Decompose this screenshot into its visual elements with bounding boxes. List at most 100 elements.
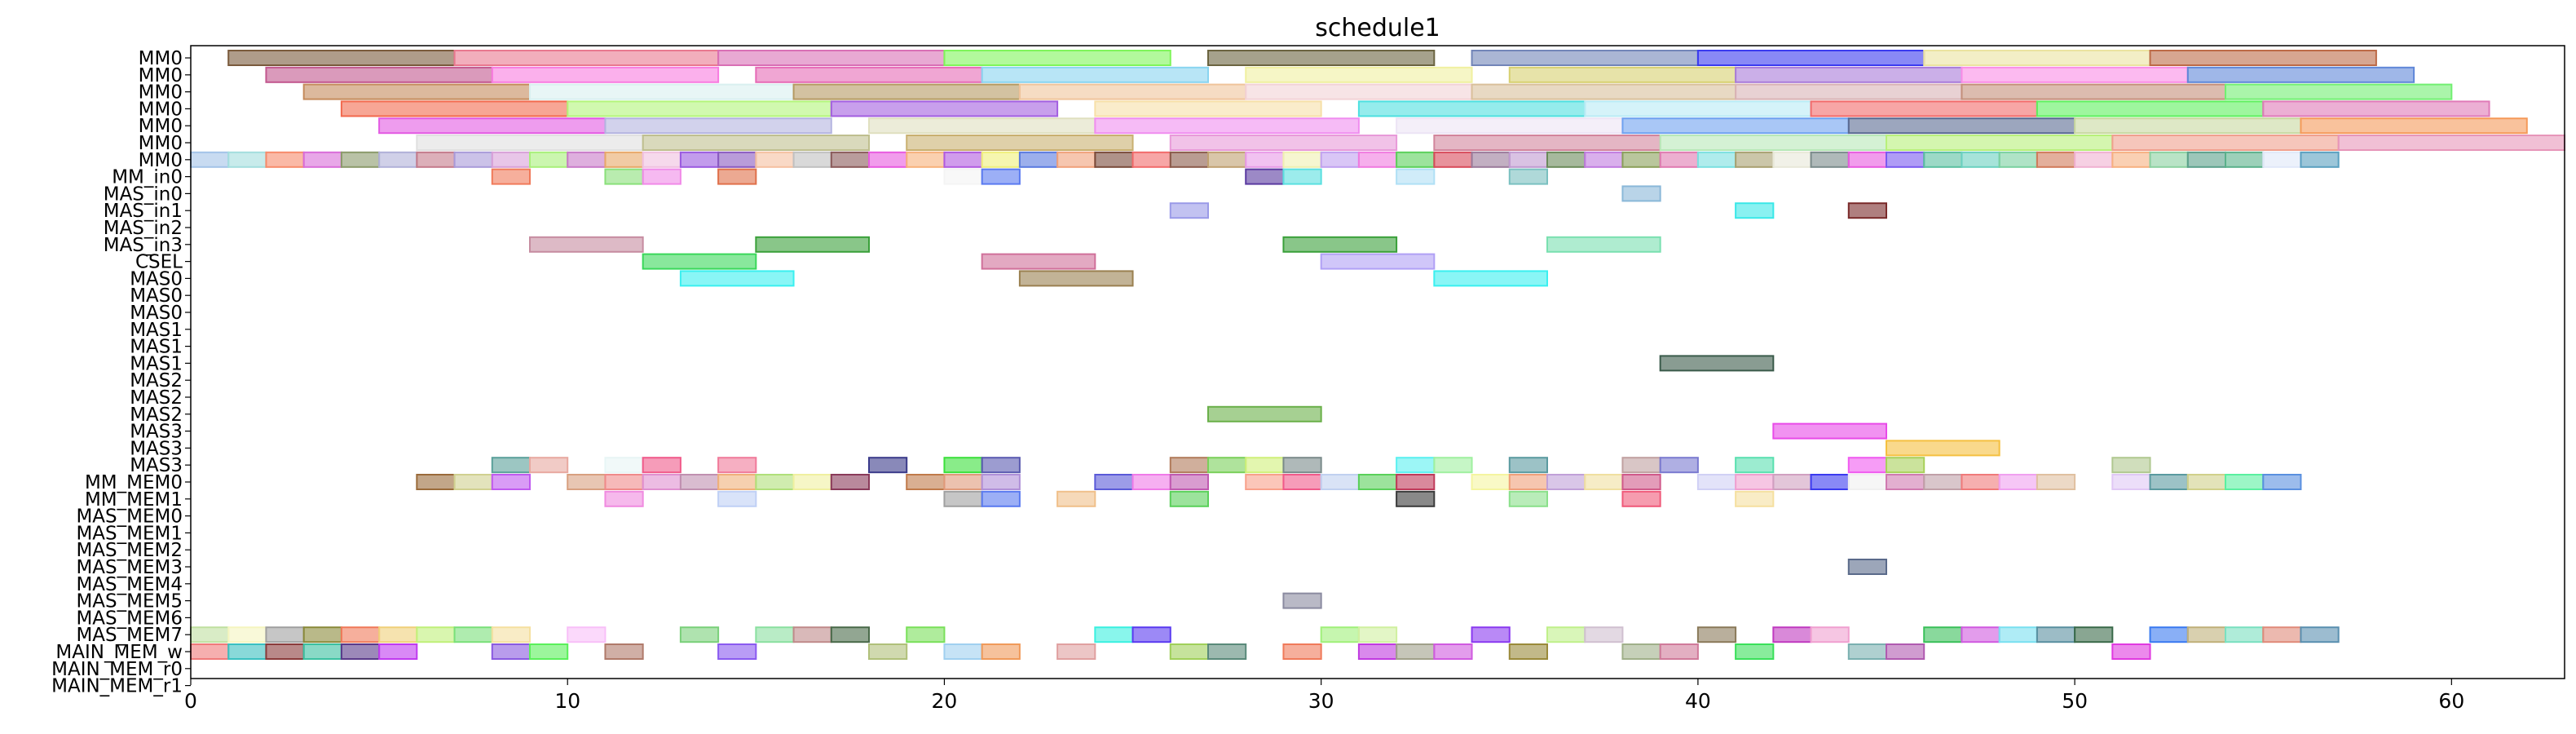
task-bar bbox=[679, 626, 720, 643]
task-bar bbox=[2186, 151, 2227, 168]
y-axis: MM0MM0MM0MM0MM0MM0MM0MM_in0MAS_in0MAS_in… bbox=[51, 48, 191, 697]
task-bar bbox=[755, 474, 795, 490]
task-bar bbox=[906, 151, 946, 168]
task-bar bbox=[340, 100, 569, 117]
task-bar bbox=[1546, 236, 1661, 253]
task-bar bbox=[1847, 457, 1888, 474]
task-bar bbox=[755, 626, 795, 643]
y-tick-label: MAS2 bbox=[130, 387, 183, 409]
task-bar bbox=[1282, 592, 1322, 609]
task-bar bbox=[906, 135, 1134, 151]
task-bar bbox=[1696, 474, 1737, 490]
task-bar bbox=[1471, 626, 1511, 643]
task-bar bbox=[340, 643, 381, 660]
task-bar bbox=[1847, 474, 1888, 490]
y-tick-label: MAS_MEM1 bbox=[76, 523, 183, 544]
task-bar bbox=[1810, 626, 1850, 643]
task-bar bbox=[1772, 151, 1812, 168]
task-bar bbox=[906, 626, 946, 643]
task-bar bbox=[1508, 474, 1549, 490]
task-bar bbox=[1659, 135, 1887, 151]
y-tick-label: MAS1 bbox=[130, 337, 183, 358]
task-bar bbox=[453, 151, 493, 168]
y-tick-label: MAS_MEM0 bbox=[76, 506, 183, 528]
task-bar bbox=[1508, 168, 1549, 185]
task-bar bbox=[943, 457, 983, 474]
task-bar bbox=[491, 457, 531, 474]
task-bar bbox=[943, 168, 983, 185]
task-bar bbox=[491, 168, 531, 185]
task-bar bbox=[1659, 457, 1699, 474]
task-bar bbox=[1659, 643, 1699, 660]
x-tick-label: 40 bbox=[1685, 689, 1711, 713]
task-bar bbox=[642, 168, 681, 185]
task-bar bbox=[2186, 626, 2227, 643]
task-bar bbox=[190, 626, 230, 643]
task-bar bbox=[1508, 151, 1549, 168]
task-bar bbox=[1886, 151, 1925, 168]
task-bar bbox=[265, 66, 493, 83]
task-bar bbox=[1131, 474, 1171, 490]
task-bar bbox=[1207, 457, 1247, 474]
task-bar bbox=[1621, 643, 1661, 660]
task-bar bbox=[1357, 151, 1398, 168]
task-bar bbox=[416, 151, 456, 168]
task-bar bbox=[378, 117, 607, 135]
task-bar bbox=[1396, 490, 1436, 507]
task-bar bbox=[1471, 151, 1511, 168]
task-bar bbox=[2036, 474, 2076, 490]
y-tick-label: MAIN_MEM_r1 bbox=[51, 676, 183, 697]
task-bar bbox=[1320, 474, 1360, 490]
task-bar bbox=[642, 135, 871, 151]
task-bar bbox=[717, 643, 757, 660]
y-tick-label: MAS0 bbox=[130, 268, 183, 290]
task-bar bbox=[642, 457, 681, 474]
task-bar bbox=[529, 83, 795, 100]
y-tick-label: MAS_MEM3 bbox=[76, 557, 183, 578]
y-tick-label: MM0 bbox=[139, 48, 183, 69]
y-tick-label: MM0 bbox=[139, 133, 183, 154]
task-bar bbox=[1396, 457, 1436, 474]
task-bar bbox=[1245, 151, 1285, 168]
task-bar bbox=[1396, 117, 1624, 135]
task-bar bbox=[679, 151, 720, 168]
task-bar bbox=[1546, 151, 1586, 168]
task-bar bbox=[1282, 457, 1322, 474]
task-bar bbox=[378, 626, 418, 643]
task-bar bbox=[1396, 168, 1436, 185]
task-bar bbox=[2262, 474, 2302, 490]
y-tick-label: MAS3 bbox=[130, 455, 183, 476]
y-tick-label: MAS_MEM4 bbox=[76, 574, 183, 595]
task-bar bbox=[2149, 50, 2377, 66]
task-bar bbox=[981, 66, 1209, 83]
task-bar bbox=[604, 117, 832, 135]
y-tick-label: MAS_MEM2 bbox=[76, 540, 183, 561]
task-bar bbox=[868, 457, 908, 474]
task-bar bbox=[981, 168, 1021, 185]
task-bar bbox=[416, 626, 456, 643]
task-bar bbox=[2036, 626, 2076, 643]
task-bar bbox=[830, 151, 870, 168]
task-bar bbox=[1659, 151, 1699, 168]
y-tick-label: MAS3 bbox=[130, 422, 183, 443]
task-bar bbox=[1886, 474, 1925, 490]
task-bar bbox=[1621, 490, 1661, 507]
task-bar bbox=[1961, 151, 2000, 168]
task-bar bbox=[227, 643, 267, 660]
task-bar bbox=[868, 151, 908, 168]
task-bar bbox=[1094, 151, 1134, 168]
task-bar bbox=[943, 50, 1171, 66]
task-bar bbox=[1471, 83, 1737, 100]
task-bar bbox=[868, 643, 908, 660]
task-bar bbox=[642, 253, 757, 270]
task-bar bbox=[2186, 474, 2227, 490]
task-bar bbox=[491, 626, 531, 643]
chart-title: schedule1 bbox=[1315, 14, 1440, 42]
task-bar bbox=[1735, 474, 1775, 490]
task-bar bbox=[190, 151, 230, 168]
y-tick-label: MAS_in2 bbox=[104, 218, 183, 239]
task-bar bbox=[981, 151, 1021, 168]
task-bar bbox=[1396, 643, 1436, 660]
y-tick-label: MAIN_MEM_r0 bbox=[51, 659, 183, 680]
task-bar bbox=[1735, 643, 1775, 660]
